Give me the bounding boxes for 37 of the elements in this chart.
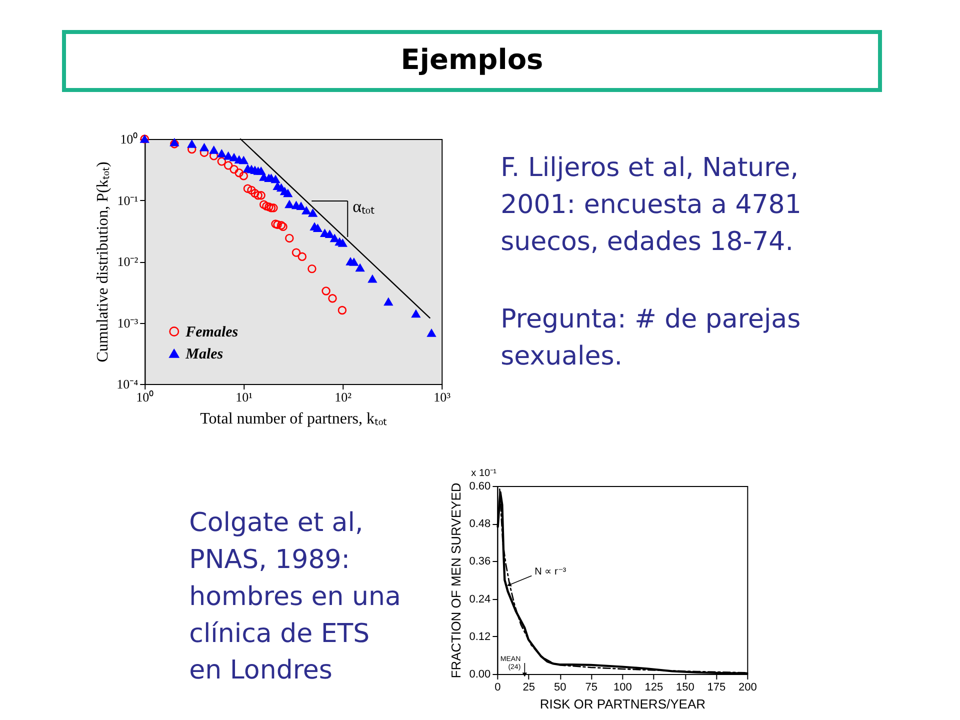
x-tick-label: 10² xyxy=(334,390,352,404)
y-tick-label: 10⁻¹ xyxy=(117,192,138,208)
y-axis-title: FRACTION OF MEN SURVEYED xyxy=(448,482,464,678)
y-tick-label: 0.24 xyxy=(469,593,491,606)
x-tick-label: 175 xyxy=(707,682,726,694)
x-tick-label: 25 xyxy=(522,682,536,694)
x-axis-title: Total number of partners, kₜₒₜ xyxy=(200,410,388,428)
y-tick-label: 10⁻² xyxy=(117,254,138,269)
y-tick-label: 10⁻⁴ xyxy=(116,376,139,392)
annotation: N ∝ r⁻³ xyxy=(534,566,567,578)
text: F. Liljeros et al, Nature, 2001: encuesta a 4781 suecos, edades 18-74. xyxy=(500,153,802,257)
y-tick-label: 0.36 xyxy=(469,556,491,568)
text: Ejemplos xyxy=(400,43,544,76)
y-tick-label: 0.48 xyxy=(469,518,491,530)
y-axis-title: Cumulative distribution, P(kₜₒₜ) xyxy=(94,162,112,362)
x-tick-label: 200 xyxy=(738,682,757,694)
x-tick-label: 75 xyxy=(585,682,598,694)
x-tick-label: 150 xyxy=(676,682,694,694)
legend-label: Males xyxy=(184,346,224,362)
text: x 10⁻¹ xyxy=(471,468,498,479)
y-tick-label: 10⁻³ xyxy=(117,315,138,330)
y-tick-label: 10⁰ xyxy=(120,132,138,146)
legend-label: Females xyxy=(184,324,238,340)
x-tick-label: 125 xyxy=(644,682,664,694)
y-tick-label: 0.60 xyxy=(469,480,491,492)
x-tick-label: 50 xyxy=(554,682,566,694)
x-tick-label: 10¹ xyxy=(236,390,253,404)
x-tick-label: 0 xyxy=(494,682,501,694)
x-tick-label: 100 xyxy=(613,682,632,694)
x-tick-label: 10³ xyxy=(434,390,451,404)
annotation: αₜₒₜ xyxy=(352,197,374,216)
x-tick-label: 10⁰ xyxy=(136,390,154,404)
x-axis-title: RISK OR PARTNERS/YEAR xyxy=(540,696,706,712)
text: Colgate et al, PNAS, 1989: hombres en una clínica de ETS en Londres xyxy=(189,508,401,686)
y-tick-label: 0.00 xyxy=(469,668,491,680)
y-tick-label: 0.12 xyxy=(469,630,491,643)
text: Pregunta: # de parejas sexuales. xyxy=(500,304,801,372)
